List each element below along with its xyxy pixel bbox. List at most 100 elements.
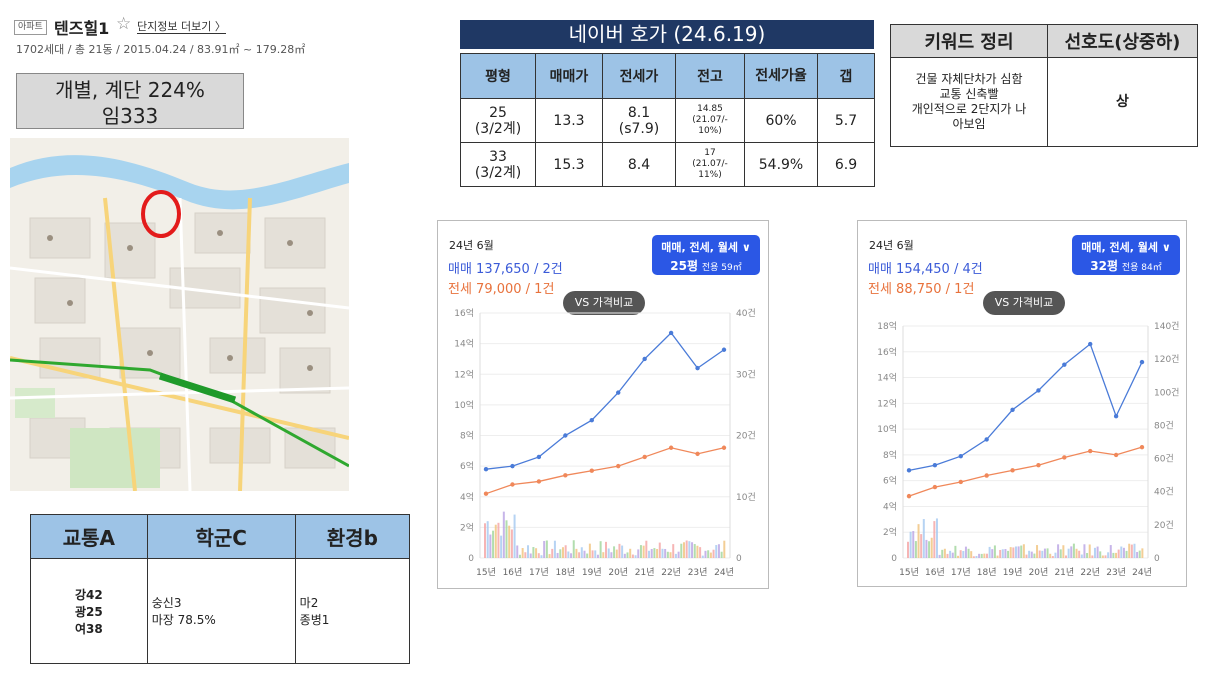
volume-bar [1036, 545, 1039, 558]
y-tick-label: 0 [468, 554, 474, 564]
lease-value: 8.4 [602, 142, 676, 187]
volume-bar [954, 545, 957, 558]
x-tick-label: 15년 [899, 567, 919, 578]
volume-bar [1022, 544, 1025, 558]
volume-bar [943, 548, 946, 558]
dropdown-size: 32평 [1090, 259, 1119, 273]
volume-bar [529, 553, 532, 558]
volume-bar [701, 555, 704, 558]
volume-bar [1128, 543, 1131, 558]
y2-tick-label: 120건 [1154, 354, 1179, 365]
volume-bar [516, 545, 519, 558]
volume-bar [521, 548, 524, 558]
school-header: 학군C [146, 514, 296, 559]
volume-bar [1043, 548, 1046, 558]
data-point [668, 445, 674, 450]
volume-bar [964, 546, 967, 558]
x-tick-label: 24년 [714, 567, 734, 578]
volume-bar [1014, 546, 1017, 558]
x-tick-label: 18년 [977, 567, 997, 578]
complex-meta: 1702세대 / 총 21동 / 2015.04.24 / 83.91㎡ ~ 1… [16, 43, 306, 56]
volume-bar [561, 547, 564, 558]
volume-bar [613, 546, 616, 558]
x-tick-label: 20년 [1029, 567, 1049, 578]
volume-bar [957, 555, 960, 558]
volume-bar [949, 550, 952, 558]
volume-bar [486, 521, 489, 558]
volume-bar [551, 548, 554, 558]
volume-bar [1080, 554, 1083, 558]
volume-bar [508, 525, 511, 558]
environment-header: 환경b [294, 514, 411, 559]
data-point [483, 491, 489, 496]
x-tick-label: 17년 [529, 567, 549, 578]
volume-bar [1078, 550, 1081, 558]
series-line [485, 447, 725, 495]
volume-bar [1070, 546, 1073, 558]
volume-bar [1112, 552, 1115, 558]
volume-bar [648, 550, 651, 558]
volume-bar [925, 539, 928, 558]
volume-bar [699, 547, 702, 558]
volume-bar [631, 554, 634, 558]
y2-tick-label: 80건 [1154, 420, 1174, 431]
col-high: 전고 [675, 53, 745, 99]
volume-bar [920, 534, 923, 558]
volume-bar [540, 555, 543, 558]
y2-tick-label: 40건 [1154, 487, 1174, 498]
y-tick-label: 6억 [883, 475, 897, 487]
environment-line: 마2 [299, 596, 319, 610]
data-point [1062, 455, 1067, 460]
volume-bar [712, 549, 715, 558]
volume-bar [513, 514, 516, 558]
volume-bar [685, 540, 688, 558]
deal-type-dropdown[interactable]: 매매, 전세, 월세 ∨ 25평 전용 59㎡ [652, 235, 760, 275]
vs-compare-button[interactable]: VS 가격비교 [563, 291, 645, 315]
gap-value: 5.7 [817, 98, 875, 143]
volume-bar [1117, 549, 1120, 558]
volume-bar [583, 550, 586, 558]
volume-bar [564, 545, 567, 558]
data-point [563, 433, 568, 438]
volume-bar [556, 552, 559, 558]
volume-bar [1101, 555, 1104, 558]
school-line: 숭신3 [151, 596, 182, 610]
deal-type-dropdown[interactable]: 매매, 전세, 월세 ∨ 32평 전용 84㎡ [1072, 235, 1180, 275]
vs-compare-button[interactable]: VS 가격비교 [983, 291, 1065, 315]
gap-value: 6.9 [817, 142, 875, 187]
data-point [1036, 463, 1041, 468]
volume-bar [580, 547, 583, 558]
volume-bar [639, 545, 642, 558]
complex-info-more-link[interactable]: 단지정보 더보기 〉 [137, 20, 226, 34]
volume-bar [532, 547, 535, 558]
data-point [642, 454, 647, 460]
data-point [695, 365, 700, 371]
star-outline-icon[interactable]: ☆ [116, 14, 132, 34]
volume-bar [682, 542, 685, 558]
data-point [984, 437, 989, 442]
x-tick-label: 16년 [925, 567, 945, 578]
data-point [906, 493, 912, 499]
volume-bar [691, 542, 694, 558]
volume-bar [1046, 548, 1049, 558]
volume-bar [1122, 547, 1125, 558]
volume-bar [656, 548, 659, 558]
volume-bar [543, 540, 546, 558]
volume-bar [1083, 544, 1086, 558]
lease-sub: (s7.9) [618, 120, 660, 137]
lease-value: 8.1 [627, 104, 651, 121]
ratio-value: 54.9% [744, 142, 818, 187]
environment-cell: 마2 종병1 [294, 558, 411, 664]
x-tick-label: 23년 [1106, 567, 1126, 578]
data-point [483, 466, 489, 472]
volume-bar [610, 552, 613, 558]
volume-bar [1125, 550, 1128, 558]
apartment-badge: 아파트 [14, 20, 47, 35]
x-tick-label: 15년 [476, 567, 496, 578]
volume-bar [1133, 543, 1136, 558]
location-map[interactable] [10, 138, 349, 491]
data-point [958, 479, 963, 485]
volume-bar [1091, 555, 1094, 558]
series-line [908, 342, 1143, 471]
volume-bar [607, 548, 610, 558]
